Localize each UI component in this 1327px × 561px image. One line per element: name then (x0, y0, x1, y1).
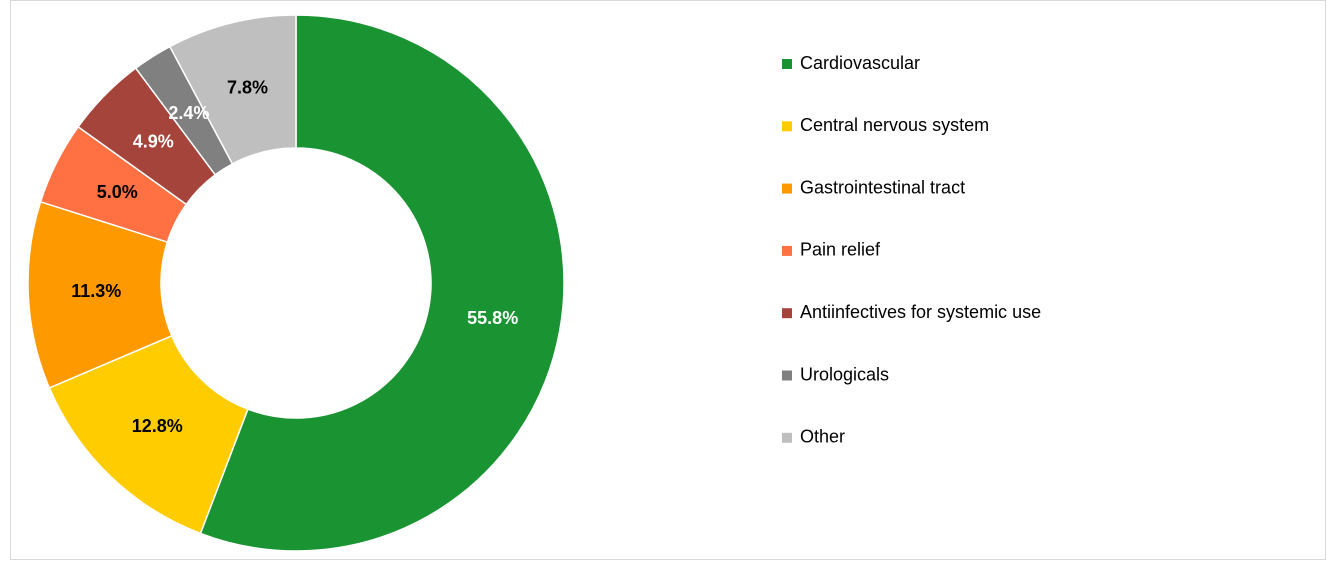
legend-label: Central nervous system (800, 115, 989, 135)
data-label: 12.8% (132, 416, 183, 436)
legend-label: Gastrointestinal tract (800, 177, 965, 197)
legend-swatch (782, 432, 792, 443)
data-label: 5.0% (97, 182, 138, 202)
legend-label: Urologicals (800, 364, 889, 384)
legend-swatch (782, 183, 792, 194)
legend-swatch (782, 370, 792, 381)
data-label: 55.8% (467, 308, 518, 328)
chart-frame (10, 0, 1326, 560)
data-label: 7.8% (227, 78, 268, 98)
legend-label: Cardiovascular (800, 53, 920, 73)
legend-label: Antiinfectives for systemic use (800, 302, 1041, 322)
legend-swatch (782, 59, 792, 69)
legend-swatch (782, 245, 792, 256)
legend-label: Other (800, 427, 845, 447)
data-label: 4.9% (133, 132, 174, 152)
legend-swatch (782, 308, 792, 319)
donut-slice (168, 14, 297, 165)
data-label: 2.4% (168, 103, 209, 123)
legend-label: Pain relief (800, 240, 881, 260)
data-label: 11.3% (71, 281, 121, 301)
donut-slice (199, 14, 565, 552)
legend-swatch (782, 121, 792, 132)
